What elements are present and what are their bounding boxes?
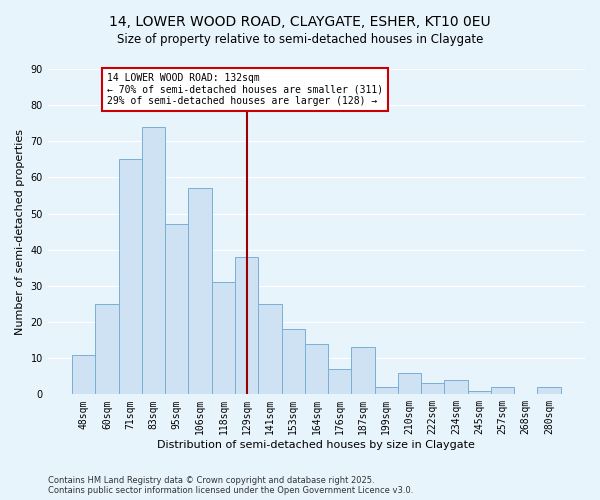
Text: 14 LOWER WOOD ROAD: 132sqm
← 70% of semi-detached houses are smaller (311)
29% o: 14 LOWER WOOD ROAD: 132sqm ← 70% of semi… [107,72,383,106]
Bar [258,304,281,394]
Bar [119,160,142,394]
Text: Contains HM Land Registry data © Crown copyright and database right 2025.
Contai: Contains HM Land Registry data © Crown c… [48,476,413,495]
Bar [142,127,165,394]
Bar [212,282,235,395]
Text: 14, LOWER WOOD ROAD, CLAYGATE, ESHER, KT10 0EU: 14, LOWER WOOD ROAD, CLAYGATE, ESHER, KT… [109,15,491,29]
Bar [72,354,95,395]
Bar [95,304,119,394]
Bar [328,369,351,394]
Bar [188,188,212,394]
Bar [281,330,305,394]
Bar [398,372,421,394]
Bar [305,344,328,394]
Bar [351,348,374,395]
X-axis label: Distribution of semi-detached houses by size in Claygate: Distribution of semi-detached houses by … [157,440,475,450]
Bar [538,387,560,394]
Bar [467,390,491,394]
Bar [491,387,514,394]
Bar [421,384,445,394]
Text: Size of property relative to semi-detached houses in Claygate: Size of property relative to semi-detach… [117,32,483,46]
Y-axis label: Number of semi-detached properties: Number of semi-detached properties [15,128,25,334]
Bar [165,224,188,394]
Bar [374,387,398,394]
Bar [235,257,258,394]
Bar [445,380,467,394]
